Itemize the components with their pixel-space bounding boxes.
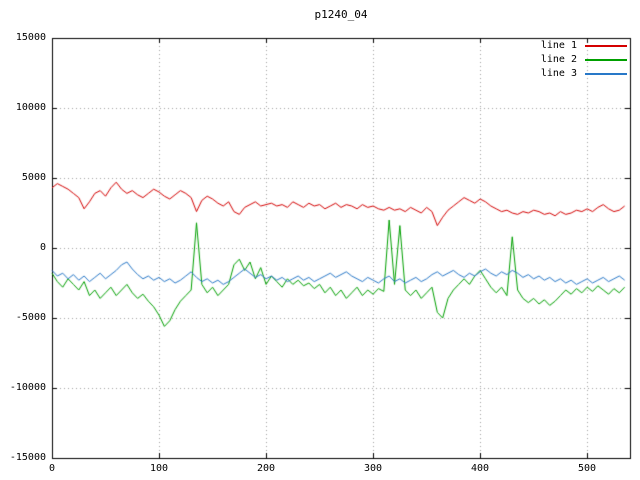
x-tick-label: 300 [363, 463, 383, 474]
legend-item: line 1 [541, 40, 627, 51]
y-tick-label: 0 [39, 242, 46, 253]
x-tick-label: 0 [48, 463, 56, 474]
y-tick-label: -5000 [15, 312, 46, 323]
y-tick-label: -15000 [9, 452, 46, 463]
chart-title: p1240_04 [314, 8, 368, 21]
legend: line 1 line 2 line 3 [541, 40, 627, 79]
x-tick-label: 400 [470, 463, 490, 474]
legend-label: line 2 [540, 54, 577, 65]
legend-label: line 3 [540, 68, 577, 79]
legend-line-sample [585, 58, 627, 61]
x-tick-label: 100 [149, 463, 169, 474]
y-tick-label: -10000 [9, 382, 46, 393]
legend-line-sample [585, 44, 627, 47]
y-tick-label: 15000 [15, 32, 46, 43]
x-tick-label: 500 [577, 463, 597, 474]
x-tick-label: 200 [256, 463, 276, 474]
legend-label: line 1 [540, 40, 577, 51]
y-tick-label: 5000 [21, 172, 46, 183]
y-tick-label: 10000 [15, 102, 46, 113]
legend-item: line 2 [541, 54, 627, 65]
legend-line-sample [585, 72, 627, 75]
legend-item: line 3 [541, 68, 627, 79]
